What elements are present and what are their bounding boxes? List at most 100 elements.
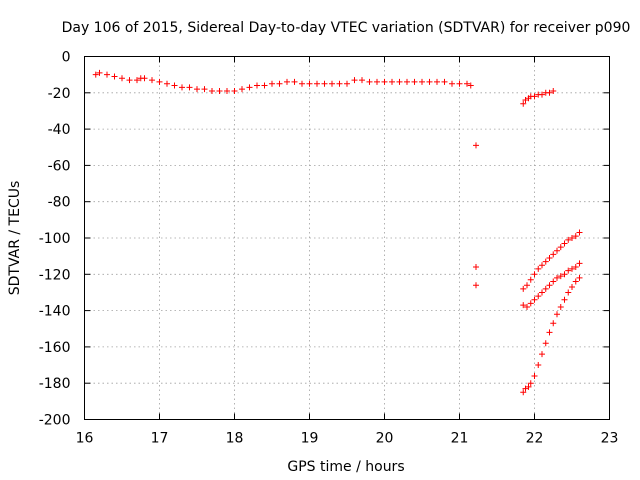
data-point	[550, 87, 557, 94]
data-point	[419, 78, 425, 85]
data-point	[554, 247, 560, 254]
data-point	[557, 303, 564, 310]
data-point	[171, 82, 178, 89]
data-point	[525, 383, 532, 390]
data-point	[164, 80, 170, 87]
data-point	[535, 293, 542, 300]
series-main-band	[92, 69, 474, 94]
data-point	[276, 80, 283, 87]
data-point	[565, 289, 572, 296]
data-point	[299, 80, 305, 87]
data-point	[336, 80, 343, 87]
data-point	[396, 78, 403, 85]
data-point	[572, 233, 579, 240]
x-axis-label: GPS time / hours	[287, 459, 404, 475]
data-point	[565, 267, 572, 274]
data-point	[434, 78, 440, 85]
data-point	[546, 282, 553, 289]
data-point	[156, 78, 163, 85]
x-tick-label: 23	[601, 431, 619, 447]
data-point	[531, 372, 538, 379]
data-point	[179, 84, 185, 91]
data-point	[209, 87, 215, 94]
y-tick-label: -140	[39, 304, 71, 320]
data-point	[524, 282, 530, 289]
y-tick-label: -40	[48, 122, 71, 138]
data-point	[246, 84, 253, 91]
data-point	[134, 77, 140, 84]
data-point	[366, 78, 373, 85]
x-tick-label: 21	[451, 431, 469, 447]
data-point	[535, 362, 542, 369]
data-point	[546, 329, 553, 336]
y-tick-label: -180	[39, 376, 71, 392]
data-point	[104, 71, 110, 78]
data-point	[186, 84, 193, 91]
x-tick-label: 16	[76, 431, 94, 447]
data-point	[546, 254, 553, 261]
data-point	[224, 87, 230, 94]
data-point	[550, 320, 557, 327]
data-point	[520, 389, 527, 396]
data-point	[561, 271, 568, 278]
data-point	[239, 86, 245, 93]
data-point	[351, 77, 358, 84]
data-point	[576, 260, 583, 267]
data-point	[527, 380, 534, 387]
data-point	[531, 93, 538, 100]
data-point	[231, 87, 238, 94]
data-point	[411, 78, 418, 85]
data-point	[194, 86, 200, 93]
y-tick-label: -160	[39, 340, 71, 356]
x-tick-label: 18	[226, 431, 244, 447]
data-point	[329, 80, 335, 87]
data-point	[374, 78, 380, 85]
data-point	[254, 82, 260, 89]
data-point	[557, 273, 564, 280]
data-point	[314, 80, 320, 87]
data-point	[569, 235, 575, 241]
data-point	[141, 75, 148, 82]
data-point	[464, 80, 470, 87]
data-point	[531, 271, 538, 278]
data-point	[550, 251, 557, 258]
data-point	[527, 276, 534, 283]
data-point	[520, 100, 527, 107]
data-point	[531, 296, 538, 303]
y-tick-label: -120	[39, 267, 71, 283]
data-point	[201, 86, 208, 93]
y-tick-label: -20	[48, 86, 71, 102]
data-point	[542, 340, 549, 347]
data-point	[149, 77, 155, 84]
series-upper-right-segment	[520, 87, 557, 107]
data-point	[449, 80, 455, 87]
y-tick-label: -80	[48, 195, 71, 211]
data-point	[520, 285, 527, 292]
data-point	[561, 296, 568, 303]
data-point	[111, 73, 118, 80]
data-point	[441, 78, 448, 85]
data-point	[565, 236, 572, 243]
data-point	[261, 82, 268, 89]
data-point	[576, 274, 583, 281]
data-point	[520, 302, 527, 309]
data-point	[524, 303, 530, 310]
data-point	[527, 300, 534, 307]
data-point	[473, 282, 479, 289]
data-point	[456, 80, 463, 87]
points-layer	[92, 69, 583, 396]
y-axis-label: SDTVAR / TECUs	[7, 181, 23, 296]
data-point	[539, 289, 545, 296]
data-point	[359, 77, 365, 84]
y-tick-label: 0	[62, 50, 71, 66]
data-point	[535, 265, 542, 272]
data-point	[473, 264, 479, 271]
series-arc-c	[520, 274, 583, 396]
data-point	[291, 78, 298, 85]
data-point	[344, 80, 350, 87]
data-point	[426, 78, 433, 85]
data-point	[321, 80, 328, 87]
x-tick-label: 17	[151, 431, 169, 447]
data-point	[216, 87, 223, 94]
